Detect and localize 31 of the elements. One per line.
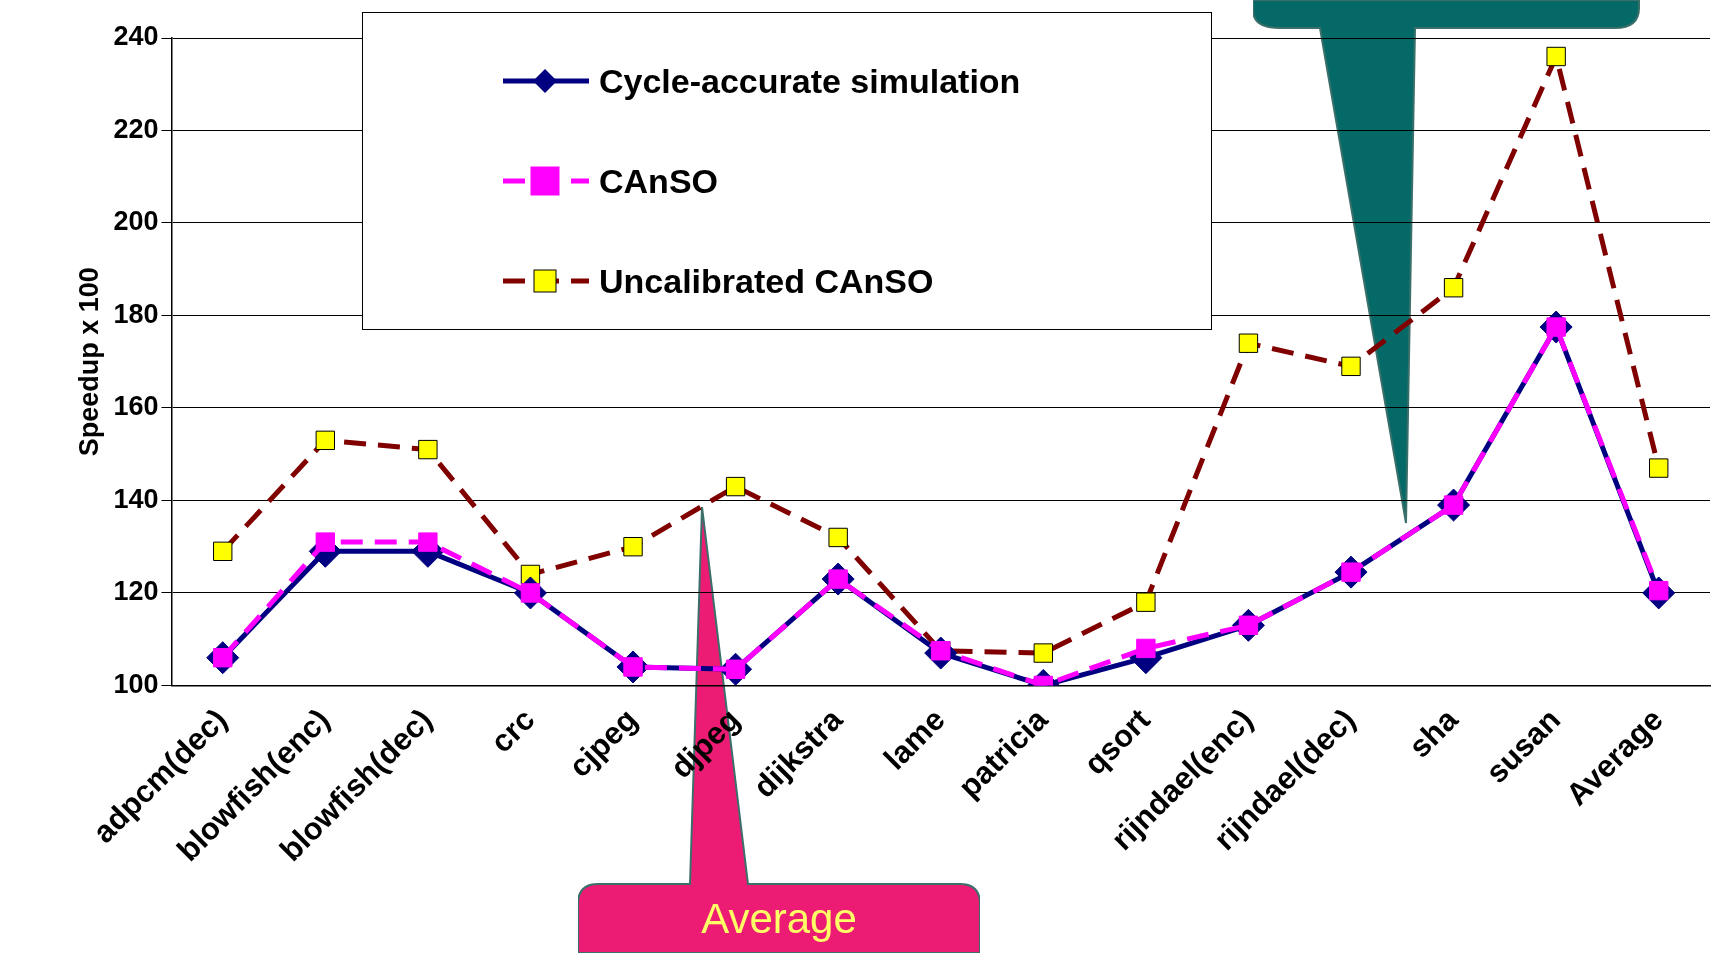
point — [315, 532, 335, 552]
y-tick-label: 100 — [113, 668, 159, 699]
legend-label: Uncalibrated CAnSO — [599, 261, 934, 301]
point — [1238, 333, 1259, 353]
legend-label: Cycle-accurate simulation — [599, 61, 1021, 101]
legend-label: CAnSO — [599, 161, 718, 201]
y-tick-label: 160 — [113, 391, 159, 422]
point — [1649, 458, 1669, 478]
y-tick-label: 220 — [113, 113, 159, 144]
point — [1546, 46, 1566, 67]
x-tick-label: crc — [483, 701, 542, 760]
point — [1443, 278, 1464, 298]
point — [828, 527, 848, 548]
x-tick-label: sha — [1402, 701, 1466, 765]
point — [418, 532, 438, 552]
point — [1136, 592, 1156, 612]
y-tick-label: 120 — [113, 576, 159, 607]
y-axis-title: Speedup x 100 — [73, 267, 104, 457]
point — [1136, 638, 1156, 659]
y-tick-label: 200 — [113, 206, 159, 237]
y-tick-label: 240 — [113, 21, 159, 52]
point — [418, 439, 438, 460]
point — [725, 476, 746, 497]
point — [1033, 643, 1053, 663]
text: Average — [700, 895, 858, 943]
point — [315, 430, 335, 451]
y-tick-label: 140 — [113, 483, 159, 514]
y-tick-label: 180 — [113, 298, 159, 329]
point — [1341, 356, 1361, 377]
point — [623, 537, 643, 557]
point — [213, 541, 233, 562]
